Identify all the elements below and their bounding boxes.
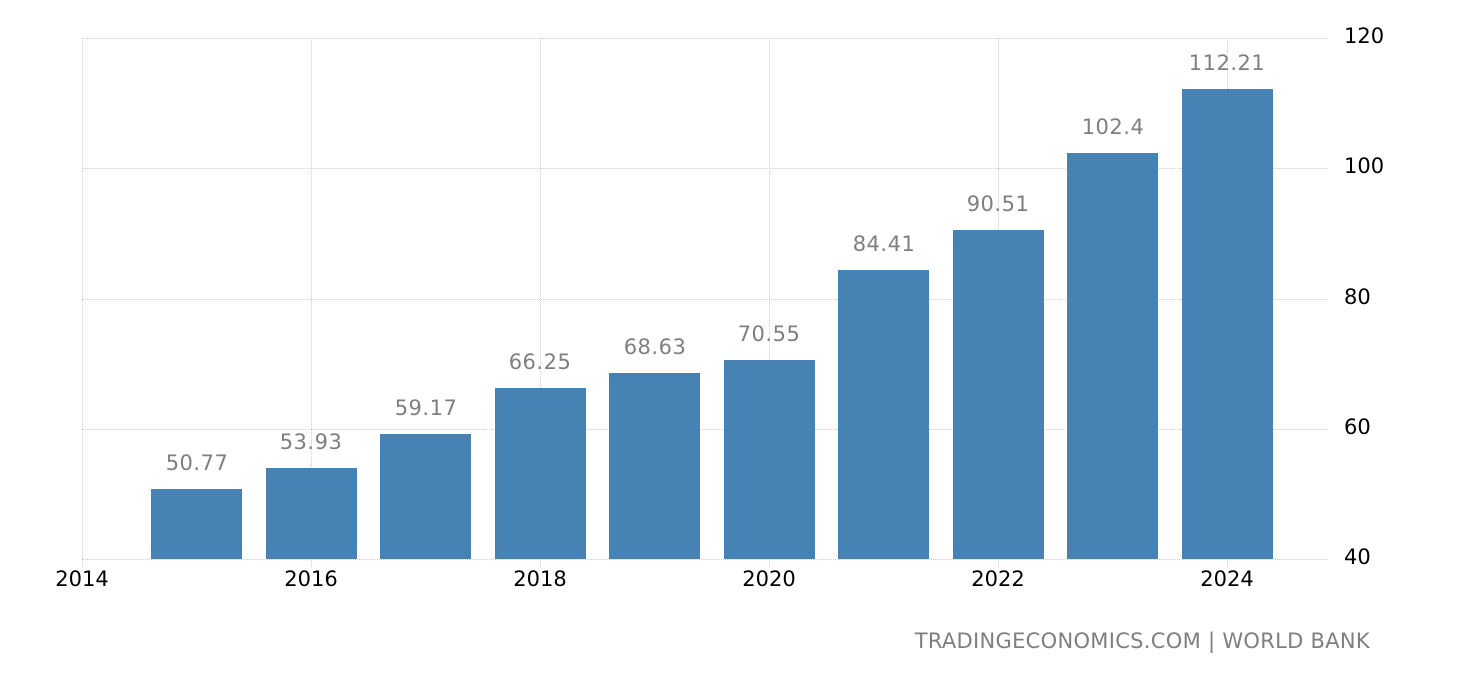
bar-2022[interactable] xyxy=(953,230,1044,559)
bar-2017[interactable] xyxy=(380,434,471,559)
y-tick-label: 40 xyxy=(1344,545,1371,569)
source-attribution: TRADINGECONOMICS.COM | WORLD BANK xyxy=(914,629,1370,653)
bar-2019[interactable] xyxy=(609,373,700,559)
h-gridline xyxy=(82,429,1328,430)
h-gridline xyxy=(82,299,1328,300)
v-gridline xyxy=(769,38,770,567)
x-tick-label: 2024 xyxy=(1200,567,1254,591)
bar-value-label: 66.25 xyxy=(508,350,572,374)
bar-2021[interactable] xyxy=(838,270,929,559)
bar-value-label: 112.21 xyxy=(1188,51,1266,75)
bar-2016[interactable] xyxy=(266,468,357,559)
y-tick-label: 80 xyxy=(1344,285,1371,309)
y-tick-label: 120 xyxy=(1344,24,1385,48)
x-tick-label: 2020 xyxy=(742,567,796,591)
h-gridline xyxy=(82,168,1328,169)
y-tick-label: 100 xyxy=(1344,154,1385,178)
bar-2018[interactable] xyxy=(495,388,586,559)
x-tick-label: 2016 xyxy=(284,567,338,591)
v-gridline xyxy=(540,38,541,567)
bar-value-label: 68.63 xyxy=(623,335,687,359)
h-gridline xyxy=(82,38,1328,39)
bar-value-label: 53.93 xyxy=(279,430,343,454)
bar-value-label: 90.51 xyxy=(966,192,1030,216)
h-gridline xyxy=(82,559,1328,560)
x-tick-label: 2018 xyxy=(513,567,567,591)
v-gridline xyxy=(82,38,83,567)
bar-value-label: 102.4 xyxy=(1081,115,1145,139)
bar-value-label: 84.41 xyxy=(852,232,916,256)
bar-2024[interactable] xyxy=(1182,89,1273,559)
y-tick-label: 60 xyxy=(1344,415,1371,439)
bar-value-label: 50.77 xyxy=(165,451,229,475)
bar-2015[interactable] xyxy=(151,489,242,559)
bar-value-label: 59.17 xyxy=(394,396,458,420)
x-tick-label: 2022 xyxy=(971,567,1025,591)
x-tick-label: 2014 xyxy=(55,567,109,591)
bar-2023[interactable] xyxy=(1067,153,1158,559)
bar-2020[interactable] xyxy=(724,360,815,559)
v-gridline xyxy=(311,38,312,567)
bar-value-label: 70.55 xyxy=(737,322,801,346)
